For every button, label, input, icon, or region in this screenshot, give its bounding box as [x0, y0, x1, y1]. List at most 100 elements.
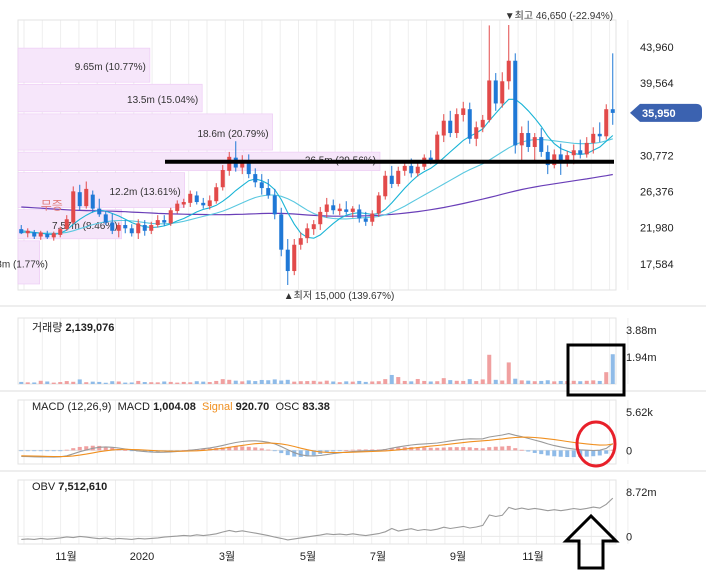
osc-bar: [38, 450, 43, 452]
candle-body: [116, 225, 121, 231]
volume-bar: [435, 381, 440, 384]
osc-bar: [311, 450, 316, 456]
volume-bar: [71, 381, 76, 384]
panel-frame-3: [17, 479, 617, 545]
osc-bar: [363, 449, 368, 451]
volume-bar: [409, 381, 414, 384]
candle-body: [428, 157, 433, 161]
volume-bar: [324, 380, 329, 384]
volume-bar: [305, 381, 310, 384]
candle-body: [610, 109, 615, 113]
candle-body: [565, 155, 570, 161]
volume-bar: [240, 381, 245, 384]
osc-label: OSC: [275, 401, 300, 413]
osc-bar: [51, 450, 56, 452]
candle-body: [441, 120, 446, 136]
macd-line: [21, 433, 614, 458]
volume-bar: [253, 381, 258, 384]
osc-bar: [58, 450, 63, 452]
signal-value: 920.70: [235, 401, 270, 413]
osc-bar: [597, 450, 602, 456]
candle-body: [363, 218, 368, 222]
candle-body: [597, 133, 602, 137]
candle-body: [155, 220, 160, 226]
volume-bar: [266, 380, 271, 384]
event-label: 무증: [41, 198, 63, 212]
candle-body: [571, 150, 576, 156]
volume-profile-bar: [17, 172, 185, 208]
candle-body: [415, 166, 420, 174]
candle-body: [97, 208, 102, 215]
candle-body: [539, 137, 544, 152]
osc-bar: [285, 450, 290, 456]
volume-bar: [461, 380, 466, 384]
osc-bar: [298, 450, 303, 457]
panel-frame-2: [17, 399, 617, 465]
high-label: ▼최고 46,650 (-22.94%): [505, 10, 613, 22]
candle-body: [519, 133, 524, 146]
candle-body: [266, 188, 271, 196]
volume-bar: [292, 381, 297, 384]
volume-bar: [545, 380, 550, 384]
volume-bar: [493, 379, 498, 384]
x-axis-label: 11월: [522, 550, 544, 563]
osc-bar: [558, 450, 563, 457]
volume-bar: [318, 381, 323, 384]
panel-frame-1: [17, 317, 617, 385]
volume-bar: [149, 382, 154, 384]
macd-title: MACD (12,26,9): [32, 401, 112, 413]
volume-bar: [467, 379, 472, 384]
osc-bar: [103, 446, 108, 451]
volume-bar: [272, 379, 277, 384]
osc-bar: [506, 445, 511, 451]
osc-bar: [233, 446, 238, 451]
volume-bar: [142, 382, 147, 384]
macd-panel: [18, 433, 616, 458]
candle-body: [38, 232, 43, 237]
price-tick-label: 21,980: [640, 223, 674, 235]
x-axis-label: 5월: [300, 550, 316, 563]
osc-bar: [279, 450, 284, 454]
volume-bar: [220, 379, 225, 384]
candle-body: [402, 165, 407, 171]
candle-body: [168, 210, 173, 224]
volume-profile-bar: [17, 113, 273, 151]
osc-bar: [448, 447, 453, 451]
highlight-box-drawing: [566, 343, 626, 397]
macd-tick-label: 5.62k: [626, 407, 653, 419]
osc-bar: [500, 446, 505, 451]
candle-body: [584, 142, 589, 155]
candle-body: [376, 195, 381, 214]
osc-bar: [591, 450, 596, 457]
osc-bar: [519, 449, 524, 451]
osc-bar: [396, 447, 401, 451]
volume-bar: [532, 381, 537, 384]
candle-body: [383, 175, 388, 197]
volume-bar: [227, 379, 232, 384]
volume-value: 2,139,076: [65, 322, 115, 334]
volume-bar: [441, 378, 446, 384]
volume-bar: [448, 380, 453, 384]
current-price-label: 35,950: [642, 108, 676, 120]
osc-bar: [539, 450, 544, 455]
osc-bar: [337, 450, 342, 452]
candle-body: [142, 225, 147, 231]
volume-bar: [129, 382, 134, 384]
osc-bar: [545, 450, 550, 456]
candle-body: [461, 108, 466, 115]
candle-body: [474, 127, 479, 139]
price-tick-label: 26,376: [640, 187, 674, 199]
candle-body: [188, 193, 193, 203]
volume-profile-label: 12.2m (13.61%): [110, 187, 181, 198]
signal-line: [21, 436, 613, 458]
candle-body: [90, 194, 95, 209]
volume-bar: [188, 382, 193, 384]
volume-bar: [331, 381, 336, 384]
osc-bar: [415, 447, 420, 451]
candle-body: [149, 225, 154, 231]
candle-body: [201, 202, 206, 206]
osc-bar: [480, 448, 485, 451]
candle-body: [435, 134, 440, 161]
candle-body: [272, 195, 277, 215]
candle-body: [493, 80, 498, 104]
